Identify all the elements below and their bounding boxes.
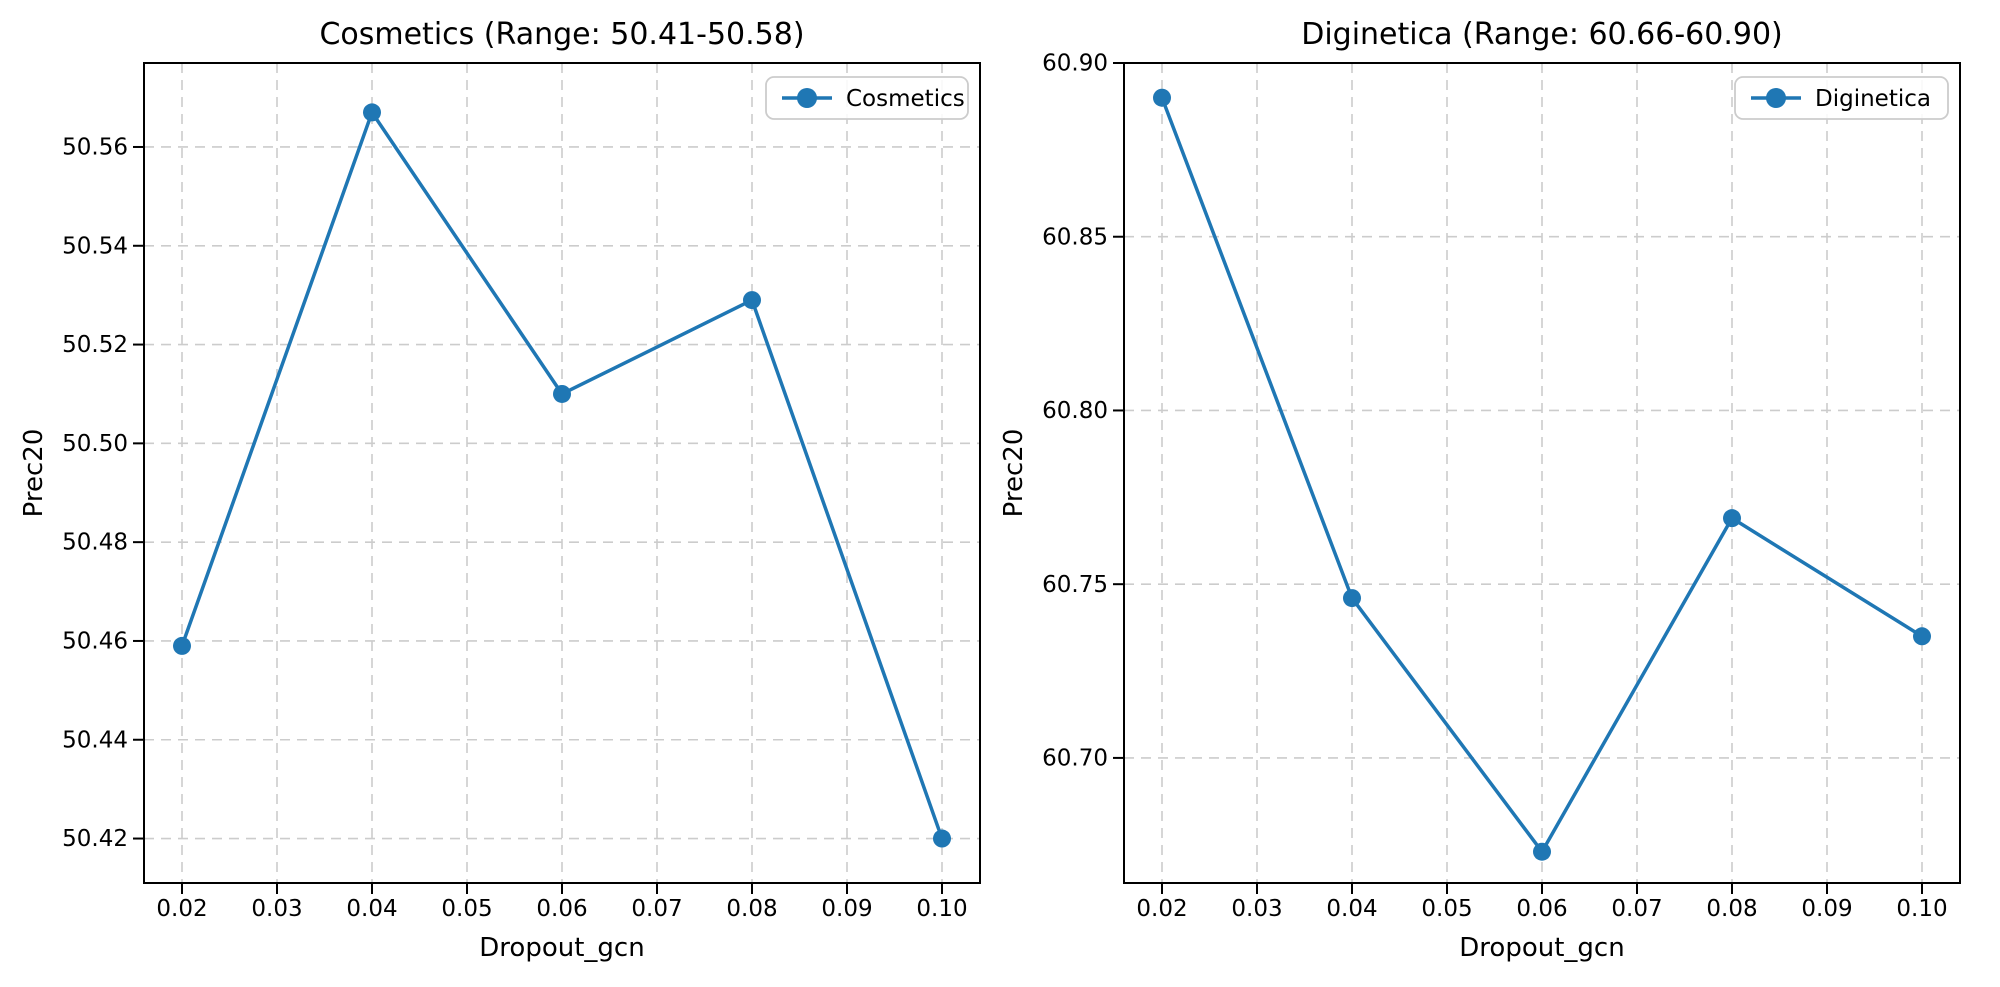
x-tick-label: 0.07: [631, 896, 682, 922]
y-axis-label: Prec20: [1000, 429, 1029, 518]
x-tick-label: 0.06: [536, 896, 587, 922]
legend-label: Diginetica: [1815, 86, 1931, 112]
data-point: [363, 103, 381, 122]
x-tick-label: 0.05: [1421, 896, 1472, 922]
x-tick-label: 0.02: [156, 896, 207, 922]
x-tick-label: 0.10: [916, 896, 967, 922]
legend-marker-icon: [797, 88, 817, 108]
data-point: [1723, 509, 1741, 528]
chart-cosmetics-svg: 0.02 0.03 0.04 0.05 0.06 0.07 0.08 0.09 0.10 50.4…: [19, 17, 981, 963]
x-tick-label: 0.09: [1801, 896, 1852, 922]
x-tick-label: 0.08: [726, 896, 777, 922]
chart-title: Diginetica (Range: 60.66-60.90): [1301, 17, 1783, 52]
x-tick-label: 0.03: [1231, 896, 1282, 922]
y-tick-label: 50.56: [62, 135, 128, 161]
x-tick-label: 0.09: [821, 896, 872, 922]
y-tick-label: 60.70: [1042, 746, 1108, 772]
y-tick-label: 60.80: [1042, 398, 1108, 424]
chart-cosmetics: 0.02 0.03 0.04 0.05 0.06 0.07 0.08 0.09 0.10 50.4…: [19, 17, 981, 963]
y-tick-label: 50.46: [62, 629, 128, 655]
data-point: [173, 636, 191, 655]
data-point: [1533, 842, 1551, 861]
x-tick-label: 0.04: [1326, 896, 1377, 922]
chart-diginetica: 0.02 0.03 0.04 0.05 0.06 0.07 0.08 0.09 0.10 60.7…: [1000, 0, 2000, 987]
x-tick-label: 0.08: [1706, 896, 1757, 922]
legend-label: Cosmetics: [846, 86, 965, 112]
y-tick-label: 60.85: [1042, 224, 1108, 250]
data-point: [933, 829, 951, 848]
y-tick-label: 50.52: [62, 332, 128, 358]
y-tick-label: 50.50: [62, 431, 128, 457]
y-tick-label: 50.42: [62, 826, 128, 852]
chart-diginetica-svg: 0.02 0.03 0.04 0.05 0.06 0.07 0.08 0.09 0.10 60.7…: [1000, 17, 1961, 963]
data-point: [1153, 88, 1171, 107]
y-tick-label: 60.75: [1042, 572, 1108, 598]
x-tick-label: 0.06: [1516, 896, 1567, 922]
x-axis-label: Dropout_gcn: [1459, 933, 1624, 963]
x-tick-label: 0.02: [1136, 896, 1187, 922]
y-tick-label: 50.48: [62, 530, 128, 556]
y-axis-label: Prec20: [19, 429, 49, 518]
x-axis-label: Dropout_gcn: [479, 933, 644, 963]
x-tick-label: 0.03: [251, 896, 302, 922]
x-tick-label: 0.10: [1896, 896, 1947, 922]
y-tick-label: 50.44: [62, 727, 128, 753]
x-tick-label: 0.04: [346, 896, 397, 922]
legend-box: [1734, 76, 1949, 120]
plot-frame: [143, 62, 981, 884]
data-point: [1343, 589, 1361, 608]
chart-title: Cosmetics (Range: 50.41-50.58): [319, 17, 804, 52]
data-point: [553, 384, 571, 403]
data-point: [743, 291, 761, 310]
legend-box: [765, 76, 969, 120]
plot-frame: [1123, 62, 1961, 884]
x-tick-label: 0.07: [1611, 896, 1662, 922]
y-tick-label: 50.54: [62, 233, 128, 259]
x-tick-label: 0.05: [441, 896, 492, 922]
data-point: [1913, 627, 1931, 646]
y-tick-label: 60.90: [1042, 51, 1108, 77]
legend-marker-icon: [1766, 88, 1786, 108]
